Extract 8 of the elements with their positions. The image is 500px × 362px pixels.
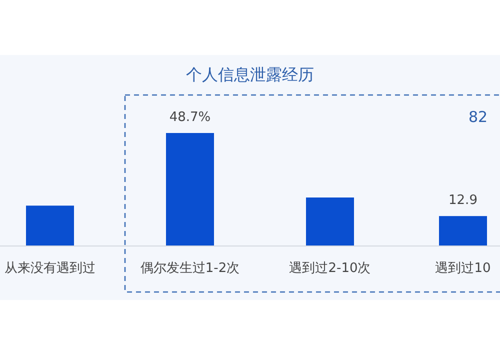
x-tick-label: 偶尔发生过1-2次	[140, 261, 240, 276]
x-tick-label: 遇到过2-10次	[289, 261, 371, 276]
x-tick-label: 从来没有遇到过	[4, 261, 96, 276]
x-tick-label: 遇到过10	[435, 261, 491, 276]
chart-title: 个人信息泄露经历	[186, 65, 314, 84]
text: 82	[468, 108, 488, 126]
data-label: 12.9	[448, 193, 478, 208]
data-label: 48.7%	[169, 110, 211, 125]
